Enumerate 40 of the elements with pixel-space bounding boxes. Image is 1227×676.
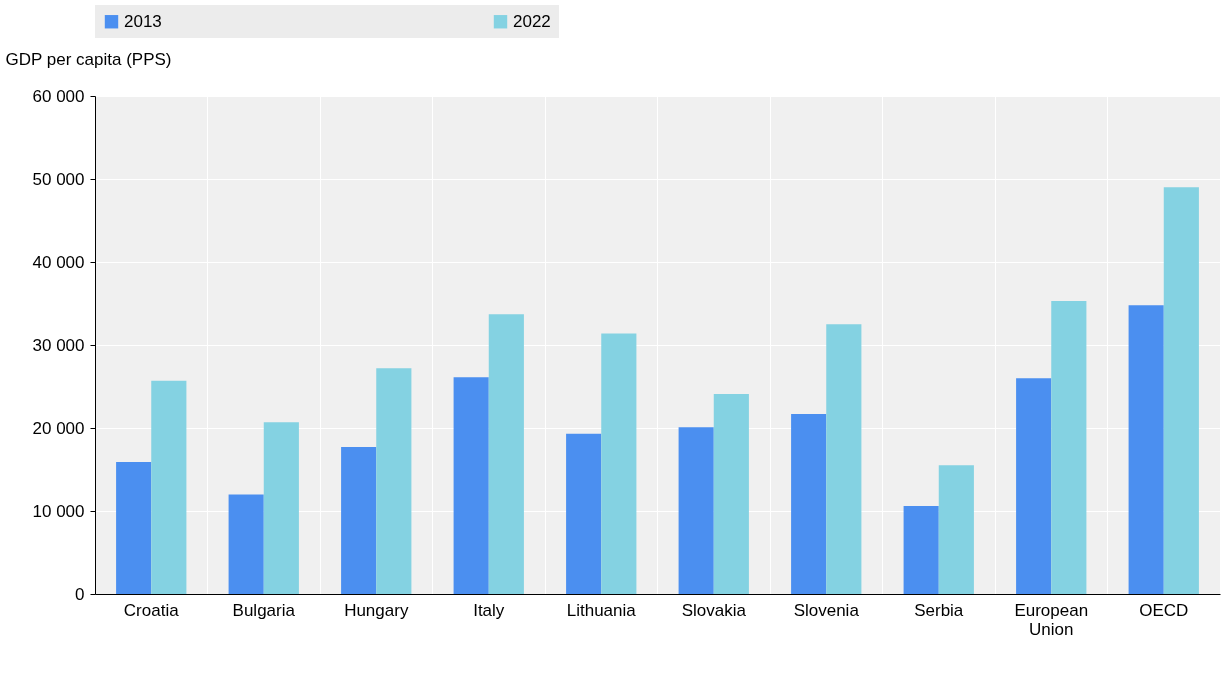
bar: [713, 393, 749, 594]
bar: [903, 506, 939, 594]
bar: [601, 333, 637, 594]
x-tick-label: Bulgaria: [232, 600, 296, 620]
bar: [1051, 301, 1087, 594]
bar: [488, 314, 524, 594]
bar: [1128, 305, 1164, 594]
x-tick-label: Croatia: [123, 600, 180, 620]
y-tick-label: 10 000: [32, 501, 85, 521]
bar: [826, 324, 862, 594]
bar: [151, 380, 187, 594]
y-tick-label: 50 000: [32, 169, 85, 189]
y-tick-label: 20 000: [32, 418, 85, 438]
bar: [116, 462, 152, 594]
y-tick-label: 30 000: [32, 335, 85, 355]
y-tick-label: 40 000: [32, 252, 85, 272]
bar: [228, 494, 264, 594]
y-tick-label: 0: [75, 584, 85, 604]
bar: [678, 427, 714, 594]
bar: [341, 447, 377, 594]
x-tick-label: Slovenia: [793, 600, 860, 620]
bar: [376, 368, 412, 594]
bar: [263, 422, 299, 594]
x-tick-label: OECD: [1139, 600, 1189, 620]
x-tick-label: Slovakia: [681, 600, 747, 620]
x-tick-label: European Union: [1014, 600, 1089, 639]
x-tick-label: Italy: [473, 600, 505, 620]
legend-label: 2022: [513, 11, 551, 31]
y-tick-label: 60 000: [32, 86, 85, 106]
bar: [1163, 187, 1199, 594]
bar: [453, 377, 489, 594]
x-tick-label: Hungary: [344, 600, 409, 620]
x-tick-label: Serbia: [914, 600, 964, 620]
legend-label: 2013: [124, 11, 162, 31]
y-axis-title: GDP per capita (PPS): [5, 49, 172, 69]
bar: [566, 433, 602, 594]
x-tick-label: Lithuania: [566, 600, 637, 620]
bar: [1016, 378, 1052, 594]
bar: [791, 413, 827, 594]
bar: [938, 465, 974, 594]
